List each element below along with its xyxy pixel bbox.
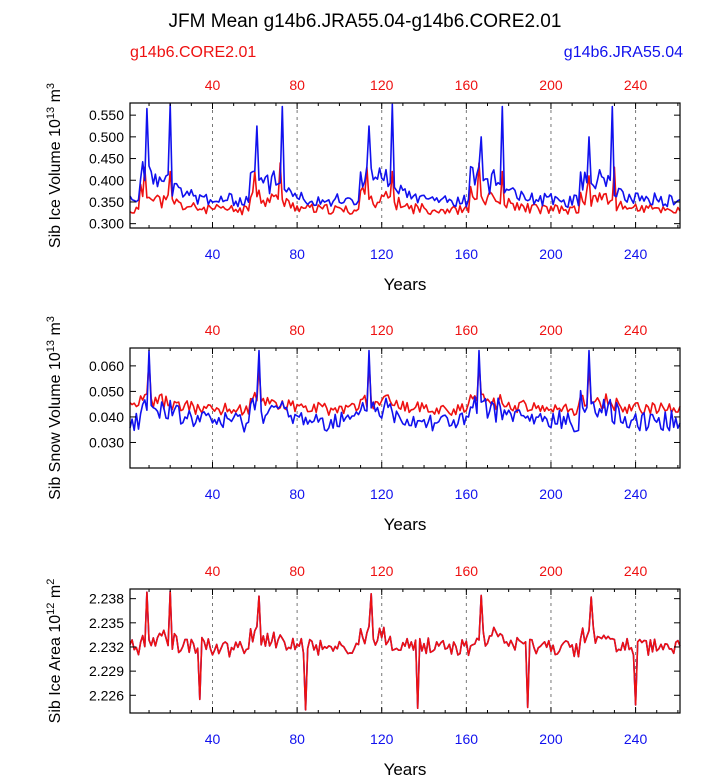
x-tick-label-bottom: 240 <box>624 246 648 262</box>
series-line-jra <box>129 590 681 711</box>
y-axis-title-part: m <box>47 89 64 107</box>
x-tick-label-top: 120 <box>370 77 394 93</box>
x-tick-label-top: 40 <box>205 77 221 93</box>
y-tick-label: 2.229 <box>89 663 124 679</box>
series-line-core <box>129 360 681 416</box>
x-axis-title: Years <box>384 760 427 775</box>
y-axis-title-part: Sib Ice Area 10 <box>47 615 64 724</box>
x-tick-label-bottom: 240 <box>624 731 648 747</box>
x-tick-label-bottom: 200 <box>539 486 563 502</box>
series-line-jra <box>129 103 681 209</box>
y-axis-title: Sib Ice Volume 1013 m3 <box>45 83 64 248</box>
x-tick-label-bottom: 120 <box>370 731 394 747</box>
y-axis-title-part: 3 <box>45 316 57 322</box>
x-tick-label-top: 200 <box>539 322 563 338</box>
y-axis-title-part: 2 <box>45 579 57 585</box>
x-tick-label-bottom: 80 <box>289 486 305 502</box>
x-tick-label-bottom: 40 <box>205 246 221 262</box>
y-axis-title-part: 3 <box>45 83 57 89</box>
x-tick-label-top: 80 <box>289 563 305 579</box>
x-tick-label-bottom: 240 <box>624 486 648 502</box>
y-axis-title-part: m <box>47 585 64 603</box>
y-tick-label: 0.500 <box>89 129 124 145</box>
y-tick-label: 0.060 <box>89 358 124 374</box>
x-tick-label-top: 240 <box>624 322 648 338</box>
series-line-core <box>129 162 681 216</box>
x-tick-label-bottom: 120 <box>370 486 394 502</box>
y-axis-title: Sib Ice Area 1012 m2 <box>45 579 64 724</box>
y-tick-label: 0.030 <box>89 434 124 450</box>
x-tick-label-top: 80 <box>289 322 305 338</box>
legend-core-label: g14b6.CORE2.01 <box>130 44 256 61</box>
y-tick-label: 0.400 <box>89 172 124 188</box>
y-tick-label: 0.550 <box>89 107 124 123</box>
y-tick-label: 2.235 <box>89 615 124 631</box>
plot-frame <box>129 102 681 229</box>
y-axis-title-part: m <box>47 322 64 340</box>
panel-ice-volume: 40 40 80 80 120 120 160 160 200 200 240 240 0.300 0.3… <box>45 77 681 294</box>
x-tick-label-top: 40 <box>205 563 221 579</box>
y-axis-title-part: 12 <box>45 603 57 615</box>
panel-snow-volume: 40 40 80 80 120 120 160 160 200 200 240 240 0.030 0.0… <box>45 316 681 534</box>
x-tick-label-bottom: 120 <box>370 246 394 262</box>
x-tick-label-top: 120 <box>370 322 394 338</box>
x-tick-label-bottom: 200 <box>539 731 563 747</box>
x-tick-label-top: 160 <box>455 322 479 338</box>
x-tick-label-bottom: 40 <box>205 486 221 502</box>
x-axis-title: Years <box>384 275 427 294</box>
x-tick-label-bottom: 160 <box>455 486 479 502</box>
x-tick-label-bottom: 160 <box>455 731 479 747</box>
y-axis-title-part: 13 <box>45 340 57 352</box>
y-tick-label: 0.300 <box>89 216 124 232</box>
y-tick-label: 0.040 <box>89 409 124 425</box>
x-tick-label-top: 40 <box>205 322 221 338</box>
y-tick-label: 2.238 <box>89 591 124 607</box>
x-tick-label-bottom: 200 <box>539 246 563 262</box>
y-axis-title-part: Sib Ice Volume 10 <box>47 119 64 248</box>
y-tick-label: 2.232 <box>89 639 124 655</box>
x-tick-label-bottom: 40 <box>205 731 221 747</box>
x-tick-label-top: 240 <box>624 77 648 93</box>
series-line-core <box>129 590 681 711</box>
plot-frame <box>129 588 681 714</box>
x-tick-label-top: 120 <box>370 563 394 579</box>
x-tick-label-top: 160 <box>455 77 479 93</box>
legend-jra-label: g14b6.JRA55.04 <box>564 44 683 61</box>
x-tick-label-top: 160 <box>455 563 479 579</box>
x-tick-label-bottom: 160 <box>455 246 479 262</box>
x-tick-label-top: 240 <box>624 563 648 579</box>
x-tick-label-top: 200 <box>539 77 563 93</box>
y-tick-label: 2.226 <box>89 687 124 703</box>
x-tick-label-bottom: 80 <box>289 246 305 262</box>
x-tick-label-top: 80 <box>289 77 305 93</box>
y-axis-title-part: Sib Snow Volume 10 <box>47 352 64 500</box>
y-tick-label: 0.050 <box>89 383 124 399</box>
x-tick-label-top: 200 <box>539 563 563 579</box>
plot-frame <box>129 347 681 469</box>
panel-ice-area: 40 40 80 80 120 120 160 160 200 200 240 240 2.226 2.2… <box>45 563 681 775</box>
chart-title: JFM Mean g14b6.JRA55.04-g14b6.CORE2.01 <box>169 11 562 32</box>
x-axis-title: Years <box>384 515 427 534</box>
y-axis-title: Sib Snow Volume 1013 m3 <box>45 316 64 500</box>
x-tick-label-bottom: 80 <box>289 731 305 747</box>
y-tick-label: 0.350 <box>89 194 124 210</box>
y-axis-title-part: 13 <box>45 107 57 119</box>
series-line-jra <box>129 349 681 433</box>
y-tick-label: 0.450 <box>89 151 124 167</box>
